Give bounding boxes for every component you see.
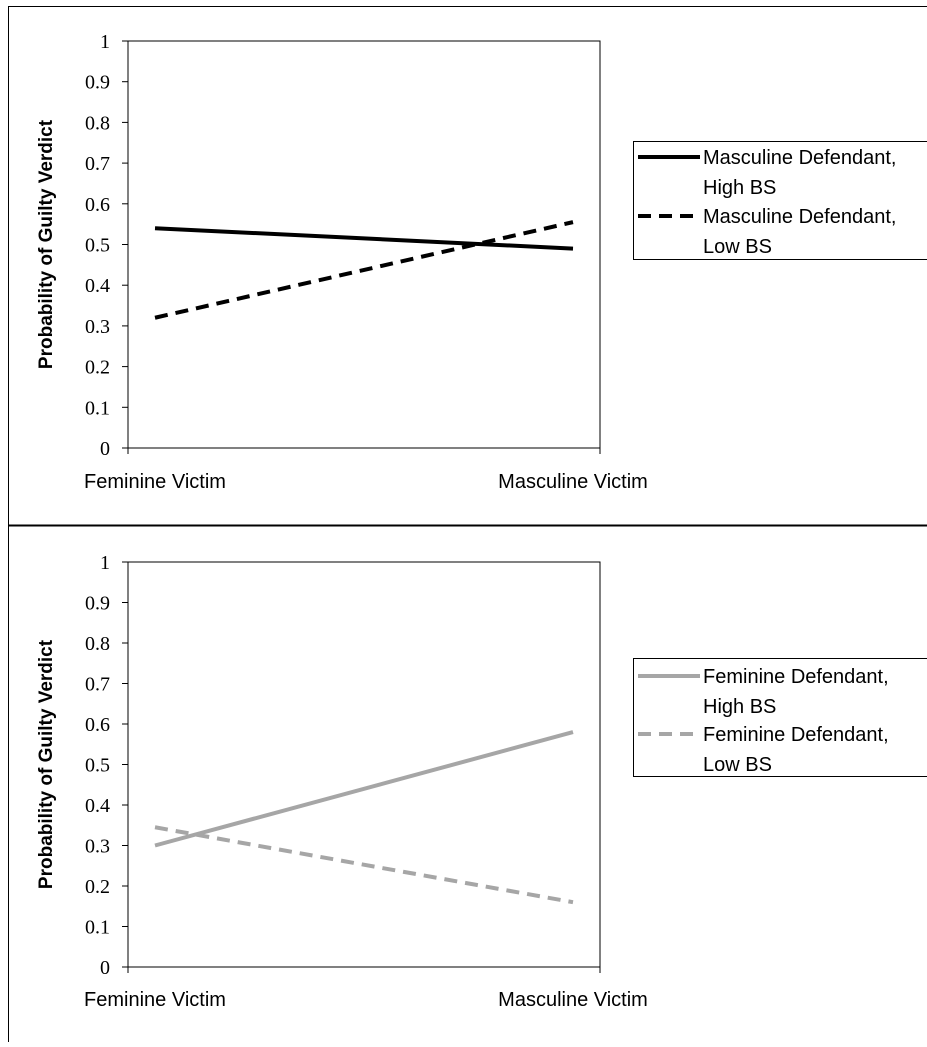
legend-label-1: High BS <box>703 177 776 199</box>
chart-panel-1: 0 0.1 0.2 0.3 0.4 0.5 0.6 0.7 0.8 0.9 1 Feminine Vi… <box>36 31 927 493</box>
x-category-label: Feminine Victim <box>84 989 226 1011</box>
y-tick-label: 0.2 <box>85 876 110 898</box>
y-tick-label: 1 <box>100 31 110 53</box>
y-tick-label: 0.3 <box>85 316 110 338</box>
x-category-label: Masculine Victim <box>498 989 648 1011</box>
chart-panel-2: 0 0.1 0.2 0.3 0.4 0.5 0.6 0.7 0.8 0.9 1 Feminine Vi… <box>36 552 927 1011</box>
y-tick-label: 0.8 <box>85 633 110 655</box>
legend-label-2: Low BS <box>703 754 772 776</box>
x-category-label: Masculine Victim <box>498 471 648 493</box>
y-tick-label: 1 <box>100 552 110 574</box>
y-tick-label: 0.4 <box>85 795 110 817</box>
legend-label-2: Feminine Defendant, <box>703 724 889 746</box>
series-line-2 <box>155 827 573 902</box>
legend-label-2: Low BS <box>703 236 772 258</box>
y-tick-label: 0.4 <box>85 275 110 297</box>
y-tick-label: 0.3 <box>85 836 110 858</box>
y-tick-label: 0.1 <box>85 397 110 419</box>
y-tick-label: 0 <box>100 438 110 460</box>
y-tick-label: 0 <box>100 957 110 979</box>
y-tick-label: 0.9 <box>85 72 110 94</box>
legend-label-2: Masculine Defendant, <box>703 206 896 228</box>
y-tick-label: 0.9 <box>85 593 110 615</box>
legend-label-1: Feminine Defendant, <box>703 666 889 688</box>
y-axis-label: Probability of Guilty Verdict <box>36 639 57 889</box>
legend-label-1: Masculine Defendant, <box>703 147 896 169</box>
y-tick-label: 0.7 <box>85 153 110 175</box>
y-tick-label: 0.1 <box>85 917 110 939</box>
y-axis-label: Probability of Guilty Verdict <box>36 119 57 369</box>
x-category-label: Feminine Victim <box>84 471 226 493</box>
y-tick-label: 0.5 <box>85 235 110 257</box>
plot-area-border <box>128 562 600 967</box>
y-tick-label: 0.6 <box>85 714 110 736</box>
y-tick-label: 0.2 <box>85 357 110 379</box>
y-tick-label: 0.5 <box>85 755 110 777</box>
series-line-1 <box>155 732 573 845</box>
y-tick-label: 0.8 <box>85 112 110 134</box>
y-tick-label: 0.7 <box>85 674 110 696</box>
y-tick-label: 0.6 <box>85 194 110 216</box>
legend-label-1: High BS <box>703 696 776 718</box>
